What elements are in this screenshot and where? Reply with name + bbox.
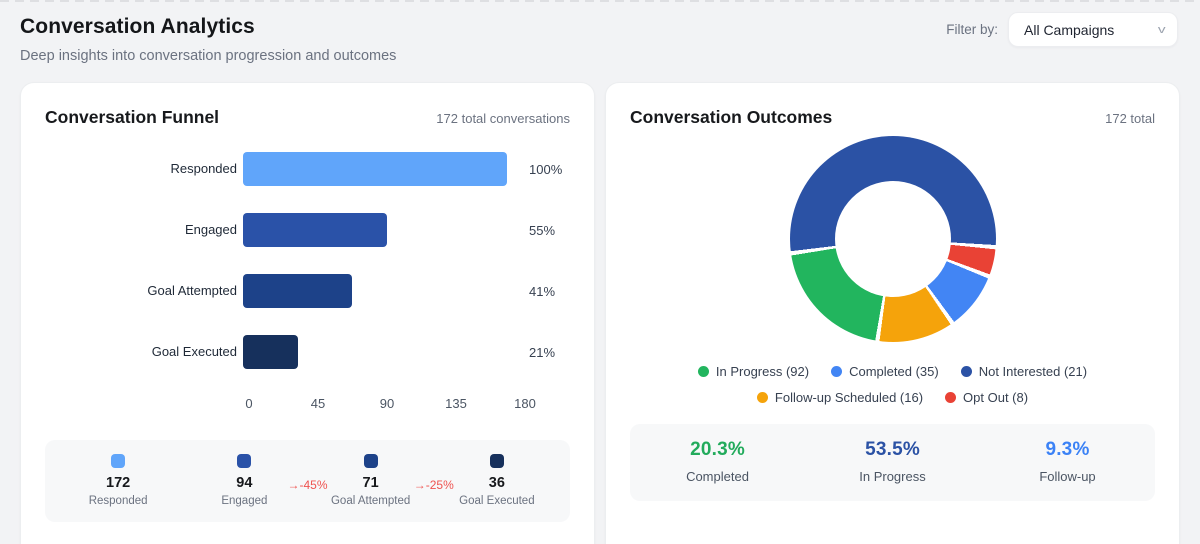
funnel-bar-percent: 55% xyxy=(529,222,556,238)
funnel-stage-summary: 172 Responded xyxy=(55,454,181,507)
stage-label: Engaged xyxy=(221,495,268,507)
outcome-stat-label: Completed xyxy=(686,469,749,484)
stage-count: 36 xyxy=(488,475,505,491)
outcome-stat-value: 53.5% xyxy=(865,439,920,460)
stage-label: Goal Executed xyxy=(459,495,535,507)
outcomes-stats-panel: 20.3% Completed 53.5% In Progress 9.3% Follow… xyxy=(630,424,1155,501)
stage-color-swatch xyxy=(237,454,252,468)
outcomes-card-title: Conversation Outcomes xyxy=(630,107,833,127)
stage-label: Goal Attempted xyxy=(330,495,411,507)
funnel-bar-track xyxy=(243,152,519,186)
funnel-axis-tick: 135 xyxy=(445,396,467,411)
outcome-stat: 53.5% In Progress xyxy=(805,439,980,484)
filter-label: Filter by: xyxy=(946,22,998,37)
campaign-filter-value: All Campaigns xyxy=(1024,21,1115,38)
funnel-axis-tick: 180 xyxy=(514,396,536,411)
page-title: Conversation Analytics xyxy=(20,15,255,38)
donut-chart-wrap xyxy=(630,136,1155,342)
stage-color-swatch xyxy=(489,454,504,468)
stage-color-swatch xyxy=(363,454,378,468)
funnel-bar xyxy=(243,152,507,186)
funnel-stage-summary: 94 Engaged xyxy=(181,454,307,507)
legend-dot-icon xyxy=(960,366,972,377)
stage-delta-text: →-45% xyxy=(287,478,328,492)
page-header: Conversation Analytics Deep insights int… xyxy=(20,15,396,64)
funnel-row: Goal Executed 21% xyxy=(45,335,570,369)
outcome-stat-label: In Progress xyxy=(859,469,926,484)
outcomes-donut-chart xyxy=(789,136,996,342)
legend-item: Completed (35) xyxy=(831,364,939,379)
legend-label: In Progress (92) xyxy=(715,364,810,379)
legend-item: Not Interested (21) xyxy=(960,364,1088,379)
stage-count: 94 xyxy=(236,475,253,491)
legend-label: Opt Out (8) xyxy=(963,390,1029,405)
funnel-summary-panel: 172 Responded 94 Engaged →-45% 71 Goal Attempt… xyxy=(45,440,570,522)
funnel-row-label-text: Goal Executed xyxy=(151,343,237,359)
conversation-funnel-card: Conversation Funnel 172 total conversati… xyxy=(20,82,595,544)
legend-dot-icon xyxy=(831,366,843,377)
funnel-row: Responded 100% xyxy=(45,152,570,186)
chevron-down-icon: v xyxy=(1157,23,1166,36)
funnel-bar xyxy=(243,274,352,308)
legend-dot-icon xyxy=(756,392,768,403)
funnel-card-header: Conversation Funnel 172 total conversati… xyxy=(45,107,570,128)
legend-dot-icon xyxy=(697,366,709,377)
funnel-axis-tick: 0 xyxy=(245,396,253,411)
funnel-total-conversations: 172 total conversations xyxy=(436,111,570,126)
filter-area: Filter by: All Campaigns v xyxy=(946,12,1178,47)
stage-count: 172 xyxy=(106,475,131,491)
funnel-bar-track xyxy=(243,274,519,308)
conversation-outcomes-card: Conversation Outcomes 172 total In Progr… xyxy=(605,82,1180,544)
outcomes-total: 172 total xyxy=(1105,111,1155,126)
funnel-row: Goal Attempted 41% xyxy=(45,274,570,308)
legend-item: Opt Out (8) xyxy=(945,390,1028,405)
funnel-row-label: Goal Attempted xyxy=(45,283,243,300)
legend-item: In Progress (92) xyxy=(697,364,810,379)
funnel-bar-percent: 100% xyxy=(529,161,563,177)
funnel-axis-tick: 45 xyxy=(310,396,326,411)
funnel-stage-summary: 71 Goal Attempted xyxy=(308,454,434,507)
funnel-card-title: Conversation Funnel xyxy=(45,107,220,127)
stage-count: 71 xyxy=(362,475,379,491)
funnel-row-label: Responded xyxy=(45,161,243,178)
campaign-filter-dropdown[interactable]: All Campaigns v xyxy=(1008,12,1178,47)
funnel-x-axis: 0 45 90 135 180 xyxy=(245,396,535,412)
legend-item: Follow-up Scheduled (16) xyxy=(756,390,924,405)
outcome-stat-value: 9.3% xyxy=(1045,439,1090,460)
stage-label: Responded xyxy=(88,495,148,507)
funnel-row: Engaged 55% xyxy=(45,213,570,247)
funnel-bar-track xyxy=(243,335,519,369)
funnel-stage-summary: 36 Goal Executed xyxy=(434,454,560,507)
funnel-row-label: Engaged xyxy=(45,222,243,239)
outcomes-legend: In Progress (92) Completed (35) Not Intere… xyxy=(630,364,1155,405)
funnel-bar-percent: 21% xyxy=(529,344,556,360)
outcome-stat-value: 20.3% xyxy=(690,439,745,460)
outcome-stat: 9.3% Follow-up xyxy=(980,439,1155,484)
funnel-row-label-text: Engaged xyxy=(184,221,237,237)
funnel-row-label-text: Responded xyxy=(170,160,238,176)
funnel-row-label: Goal Executed xyxy=(45,344,243,361)
outcomes-card-header: Conversation Outcomes 172 total xyxy=(630,107,1155,128)
stage-color-swatch xyxy=(111,454,126,468)
outcome-stat: 20.3% Completed xyxy=(630,439,805,484)
funnel-bar xyxy=(243,213,388,247)
funnel-bar-percent: 41% xyxy=(529,283,556,299)
funnel-bar-track xyxy=(243,213,519,247)
legend-dot-icon xyxy=(945,392,957,403)
funnel-row-label-text: Goal Attempted xyxy=(147,282,237,298)
legend-label: Completed (35) xyxy=(849,364,939,379)
funnel-bar-chart: Responded 100% Engaged 55% Goal Attempted 41%… xyxy=(45,152,570,369)
funnel-axis-tick: 90 xyxy=(379,396,395,411)
cards-row: Conversation Funnel 172 total conversati… xyxy=(20,82,1180,544)
page-subtitle: Deep insights into conversation progress… xyxy=(20,48,397,64)
legend-label: Not Interested (21) xyxy=(978,364,1088,379)
legend-label: Follow-up Scheduled (16) xyxy=(774,390,924,405)
outcome-stat-label: Follow-up xyxy=(1039,469,1096,484)
stage-delta-text: →-25% xyxy=(413,478,454,492)
funnel-bar xyxy=(243,335,299,369)
